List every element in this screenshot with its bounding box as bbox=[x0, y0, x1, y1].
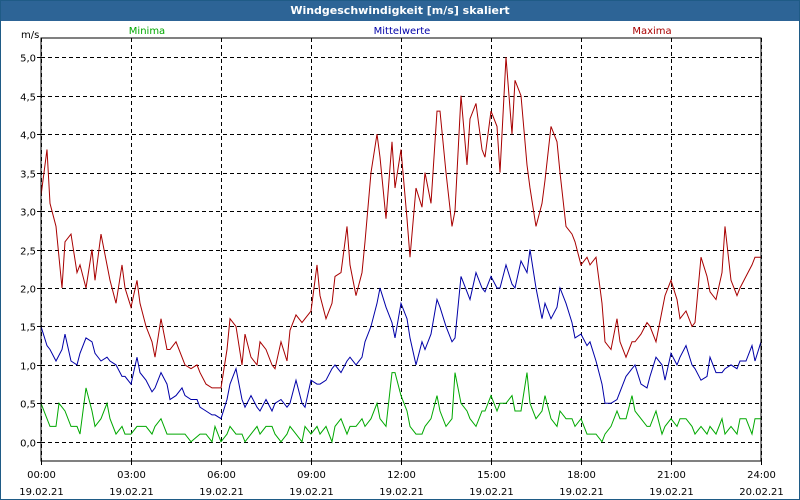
x-tick-date: 20.02.21 bbox=[739, 487, 784, 498]
y-tick-label: 1,0 bbox=[20, 362, 36, 373]
x-tick-date: 19.02.21 bbox=[199, 487, 244, 498]
y-axis-label: m/s bbox=[21, 30, 39, 41]
x-tick-time: 06:00 bbox=[207, 470, 236, 481]
x-tick-date: 19.02.21 bbox=[379, 487, 424, 498]
x-tick-date: 19.02.21 bbox=[559, 487, 604, 498]
y-tick-label: 4,0 bbox=[20, 131, 36, 142]
x-tick-time: 18:00 bbox=[567, 470, 596, 481]
y-tick-label: 4,5 bbox=[20, 93, 36, 104]
legend-maxima: Maxima bbox=[632, 26, 671, 37]
axes: 0,0 0,5 1,0 1,5 2,0 2,5 3,0 3,5 4,0 4,5 5,0 m/s 00:0… bbox=[19, 30, 784, 498]
legend: Minima Mittelwerte Maxima bbox=[129, 26, 672, 37]
legend-minima: Minima bbox=[129, 26, 165, 37]
x-tick-time: 21:00 bbox=[657, 470, 686, 481]
x-tick-date: 19.02.21 bbox=[469, 487, 514, 498]
y-tick-label: 2,0 bbox=[20, 285, 36, 296]
x-tick-date: 19.02.21 bbox=[289, 487, 334, 498]
x-tick-time: 00:00 bbox=[27, 470, 56, 481]
x-tick-time: 24:00 bbox=[747, 470, 776, 481]
grid bbox=[41, 38, 762, 461]
x-tick-date: 19.02.21 bbox=[109, 487, 154, 498]
y-tick-label: 2,5 bbox=[20, 247, 36, 258]
series-line-mittelwerte bbox=[40, 249, 762, 420]
y-tick-label: 5,0 bbox=[20, 54, 36, 65]
x-tick-date: 19.02.21 bbox=[19, 487, 64, 498]
x-tick-time: 09:00 bbox=[297, 470, 326, 481]
x-tick-time: 15:00 bbox=[477, 470, 506, 481]
x-tick-time: 03:00 bbox=[117, 470, 146, 481]
series-lines bbox=[40, 57, 762, 444]
y-tick-label: 0,5 bbox=[20, 400, 36, 411]
series-line-minima bbox=[40, 372, 761, 444]
chart-title: Windgeschwindigkeit [m/s] skaliert bbox=[1, 1, 799, 21]
y-tick-label: 3,0 bbox=[20, 208, 36, 219]
legend-mittelwerte: Mittelwerte bbox=[374, 26, 431, 37]
y-tick-label: 0,0 bbox=[20, 439, 36, 450]
x-tick-date: 19.02.21 bbox=[649, 487, 694, 498]
x-tick-time: 12:00 bbox=[387, 470, 416, 481]
y-tick-label: 3,5 bbox=[20, 170, 36, 181]
y-tick-label: 1,5 bbox=[20, 323, 36, 334]
series-line-maxima bbox=[40, 57, 761, 389]
